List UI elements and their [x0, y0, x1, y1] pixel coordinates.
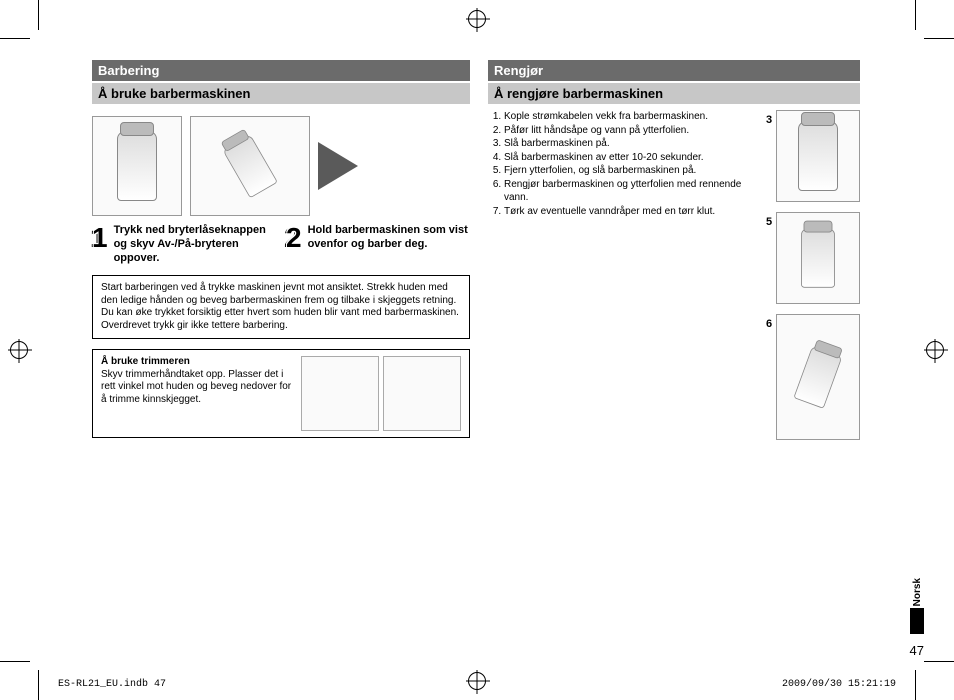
footer-file: ES-RL21_EU.indb 47	[58, 679, 166, 690]
figure-3: 3	[770, 110, 860, 206]
trimmer-text-block: Å bruke trimmeren Skyv trimmerhåndtaket …	[101, 356, 293, 406]
figure-5: 5	[770, 212, 860, 308]
illustration-clean-6-icon	[776, 314, 860, 440]
crop-mark	[38, 670, 39, 700]
figure-number: 3	[766, 114, 772, 126]
print-footer: ES-RL21_EU.indb 47 2009/09/30 15:21:19	[58, 679, 896, 690]
page-number: 47	[910, 643, 924, 658]
registration-mark-icon	[926, 341, 944, 359]
right-column: Rengjør Å rengjøre barbermaskinen Kople …	[488, 60, 860, 640]
registration-mark-icon	[468, 10, 486, 28]
cleaning-steps-list: Kople strømkabelen vekk fra barbermaskin…	[488, 110, 762, 444]
crop-mark	[0, 661, 30, 662]
step-illustrations	[92, 116, 470, 216]
page-content: Barbering Å bruke barbermaskinen 1 Trykk…	[92, 60, 862, 640]
trimmer-body: Skyv trimmerhåndtaket opp. Plasser det i…	[101, 369, 293, 407]
section-heading: Barbering	[92, 60, 470, 81]
list-item: Kople strømkabelen vekk fra barbermaskin…	[504, 110, 762, 124]
body-instructions: Start barberingen ved å trykke maskinen …	[92, 275, 470, 339]
step-number: 1	[92, 224, 108, 265]
left-column: Barbering Å bruke barbermaskinen 1 Trykk…	[92, 60, 470, 640]
step-number: 2	[286, 224, 302, 265]
trimmer-illustrations	[301, 356, 461, 431]
crop-mark	[915, 670, 916, 700]
list-item: Rengjør barbermaskinen og ytterfolien me…	[504, 178, 762, 205]
section-heading: Rengjør	[488, 60, 860, 81]
illustration-clean-3-icon	[776, 110, 860, 202]
section-subheading: Å rengjøre barbermaskinen	[488, 83, 860, 104]
figure-number: 6	[766, 318, 772, 330]
crop-mark	[915, 0, 916, 30]
registration-mark-icon	[10, 341, 28, 359]
step-1: 1 Trykk ned bryterlåseknappen og skyv Av…	[92, 224, 276, 265]
list-item: Påfør litt håndsåpe og vann på ytterfoli…	[504, 124, 762, 138]
step-2: 2 Hold barbermaskinen som vist ovenfor o…	[286, 224, 470, 265]
illustration-hold-shaver-icon	[92, 116, 182, 216]
crop-mark	[38, 0, 39, 30]
section-subheading: Å bruke barbermaskinen	[92, 83, 470, 104]
language-tab: Norsk	[910, 578, 924, 634]
footer-timestamp: 2009/09/30 15:21:19	[782, 679, 896, 690]
illustration-shave-face-icon	[190, 116, 310, 216]
cleaning-figures: 3 5 6	[770, 110, 860, 444]
illustration-clean-5-icon	[776, 212, 860, 304]
step-text: Trykk ned bryterlåseknappen og skyv Av-/…	[114, 224, 276, 265]
right-content: Kople strømkabelen vekk fra barbermaskin…	[488, 110, 860, 444]
list-item: Fjern ytterfolien, og slå barbermaskinen…	[504, 164, 762, 178]
figure-6: 6	[770, 314, 860, 444]
arrow-right-icon	[318, 142, 358, 190]
step-text: Hold barbermaskinen som vist ovenfor og …	[308, 224, 470, 265]
crop-mark	[924, 38, 954, 39]
crop-mark	[924, 661, 954, 662]
steps-row: 1 Trykk ned bryterlåseknappen og skyv Av…	[92, 224, 470, 265]
list-item: Slå barbermaskinen av etter 10-20 sekund…	[504, 151, 762, 165]
illustration-trimmer-icon	[301, 356, 379, 431]
language-tab-marker	[910, 608, 924, 634]
language-label: Norsk	[912, 578, 923, 606]
crop-mark	[0, 38, 30, 39]
list-item: Tørk av eventuelle vanndråper med en tør…	[504, 205, 762, 219]
list-item: Slå barbermaskinen på.	[504, 137, 762, 151]
figure-number: 5	[766, 216, 772, 228]
trimmer-box: Å bruke trimmeren Skyv trimmerhåndtaket …	[92, 349, 470, 438]
trimmer-title: Å bruke trimmeren	[101, 356, 293, 369]
illustration-trimmer-face-icon	[383, 356, 461, 431]
